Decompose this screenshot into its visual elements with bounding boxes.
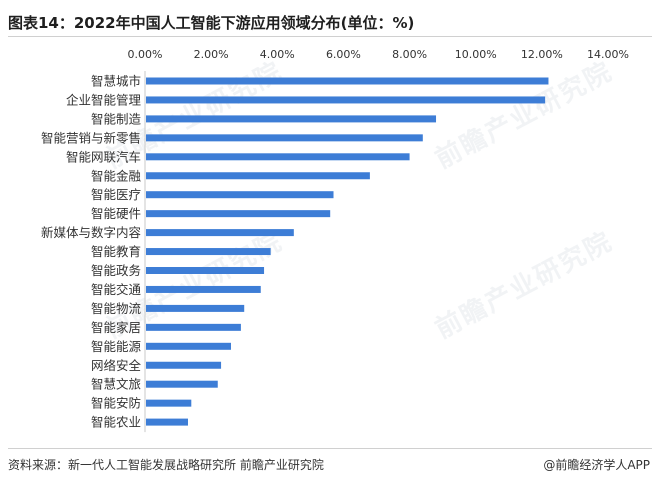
category-label: 智能能源	[91, 339, 142, 354]
footer-divider	[8, 448, 652, 449]
bar	[146, 323, 241, 331]
bar	[146, 418, 188, 426]
category-label: 智能物流	[91, 301, 142, 316]
category-label: 智能政务	[91, 263, 141, 278]
category-label: 企业智能管理	[66, 92, 142, 107]
x-tick-label: 8.00%	[392, 48, 427, 61]
bar	[146, 248, 271, 256]
category-label: 智能制造	[91, 111, 142, 126]
category-label: 智能营销与新零售	[41, 130, 141, 145]
category-label: 智能金融	[91, 168, 142, 183]
bar	[146, 267, 265, 274]
category-label: 智慧城市	[91, 74, 141, 89]
chart-title: 图表14：2022年中国人工智能下游应用领域分布(单位：%)	[8, 14, 415, 32]
bar	[146, 380, 218, 388]
bar-chart: 0.00% 2.00% 4.00% 6.00% 8.00% 10.00% 12.00% 14.…	[41, 48, 629, 433]
category-label: 智慧文旅	[91, 377, 141, 392]
bar	[146, 115, 437, 123]
bar	[146, 342, 231, 350]
bar	[146, 285, 261, 293]
source-note: 资料来源：新一代人工智能发展战略研究所 前瞻产业研究院	[8, 458, 324, 472]
x-tick-label: 12.00%	[521, 48, 563, 61]
x-tick-label: 10.00%	[455, 48, 497, 61]
title-divider	[8, 36, 652, 37]
brand-credit: @前瞻经济学人APP	[543, 458, 650, 472]
x-tick-label: 4.00%	[260, 48, 295, 61]
bar	[146, 134, 423, 142]
bar	[146, 210, 331, 218]
bar	[146, 77, 549, 85]
category-label: 智能硬件	[91, 206, 141, 221]
bar	[146, 399, 192, 407]
bar	[146, 172, 370, 180]
bar	[146, 361, 222, 369]
category-label: 智能家居	[91, 320, 141, 335]
category-label: 智能安防	[91, 396, 141, 411]
category-label: 智能交通	[91, 282, 142, 297]
x-tick-label: 14.00%	[587, 48, 629, 61]
category-label: 智能农业	[91, 415, 141, 430]
category-label: 智能教育	[91, 244, 141, 259]
bar	[146, 229, 294, 237]
bar	[146, 96, 546, 104]
x-tick-label: 0.00%	[128, 48, 163, 61]
x-tick-label: 2.00%	[194, 48, 229, 61]
category-label: 新媒体与数字内容	[41, 225, 141, 240]
bar	[146, 304, 245, 312]
bar	[146, 153, 410, 161]
bar	[146, 191, 334, 199]
category-label: 网络安全	[91, 358, 142, 373]
x-tick-label: 6.00%	[326, 48, 361, 61]
category-label: 智能医疗	[91, 187, 141, 202]
category-label: 智能网联汽车	[66, 149, 141, 164]
